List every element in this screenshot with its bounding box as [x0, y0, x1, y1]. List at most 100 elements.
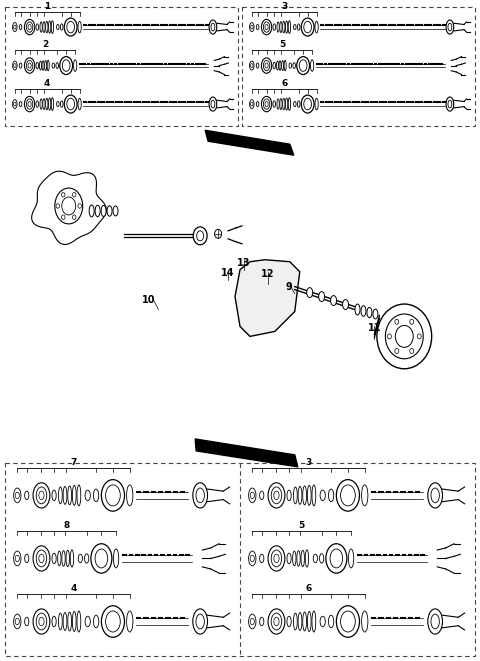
Ellipse shape	[77, 611, 81, 632]
Ellipse shape	[55, 188, 83, 224]
Ellipse shape	[282, 61, 284, 71]
Ellipse shape	[395, 319, 399, 325]
Ellipse shape	[249, 488, 256, 503]
Ellipse shape	[57, 24, 59, 30]
Ellipse shape	[36, 24, 38, 30]
Ellipse shape	[56, 204, 60, 208]
Ellipse shape	[256, 24, 259, 30]
Ellipse shape	[46, 21, 48, 33]
Ellipse shape	[66, 550, 70, 566]
Ellipse shape	[251, 63, 253, 67]
Ellipse shape	[13, 63, 16, 67]
Ellipse shape	[193, 483, 207, 508]
Ellipse shape	[47, 60, 49, 71]
Ellipse shape	[276, 61, 278, 70]
Ellipse shape	[312, 485, 316, 506]
Ellipse shape	[417, 334, 421, 339]
Ellipse shape	[19, 63, 22, 68]
Ellipse shape	[24, 617, 29, 626]
Ellipse shape	[284, 60, 286, 71]
Text: 2: 2	[42, 40, 48, 50]
Ellipse shape	[448, 100, 452, 108]
Ellipse shape	[52, 616, 56, 627]
Ellipse shape	[51, 98, 54, 110]
Ellipse shape	[85, 616, 90, 627]
Ellipse shape	[12, 61, 17, 70]
Ellipse shape	[197, 231, 204, 241]
Ellipse shape	[348, 549, 354, 568]
Ellipse shape	[19, 24, 22, 30]
Ellipse shape	[297, 551, 300, 566]
Ellipse shape	[113, 206, 118, 216]
Ellipse shape	[307, 611, 311, 631]
Ellipse shape	[289, 63, 291, 68]
Ellipse shape	[61, 215, 65, 219]
Ellipse shape	[40, 99, 42, 109]
Ellipse shape	[328, 615, 334, 628]
Ellipse shape	[283, 98, 285, 110]
Ellipse shape	[410, 348, 414, 354]
Ellipse shape	[273, 62, 276, 69]
Ellipse shape	[428, 483, 443, 508]
Ellipse shape	[78, 21, 81, 33]
Bar	[5, 463, 475, 656]
Text: 13: 13	[237, 258, 251, 268]
Ellipse shape	[336, 480, 360, 511]
Ellipse shape	[298, 24, 300, 30]
Ellipse shape	[250, 22, 254, 32]
Ellipse shape	[89, 205, 94, 217]
Ellipse shape	[315, 21, 318, 33]
Ellipse shape	[274, 617, 279, 626]
Ellipse shape	[265, 102, 268, 106]
Ellipse shape	[28, 24, 31, 30]
Ellipse shape	[13, 102, 16, 106]
Ellipse shape	[301, 18, 314, 36]
Ellipse shape	[211, 23, 215, 31]
Ellipse shape	[250, 618, 254, 625]
Ellipse shape	[64, 18, 77, 36]
Ellipse shape	[264, 99, 270, 109]
Ellipse shape	[330, 549, 343, 568]
Ellipse shape	[63, 613, 67, 631]
Ellipse shape	[24, 19, 35, 35]
Ellipse shape	[52, 490, 56, 500]
Ellipse shape	[260, 617, 264, 626]
Ellipse shape	[193, 227, 207, 245]
Ellipse shape	[28, 63, 31, 68]
Ellipse shape	[428, 609, 443, 634]
Ellipse shape	[410, 319, 414, 325]
Ellipse shape	[127, 611, 133, 632]
Ellipse shape	[274, 554, 279, 563]
Ellipse shape	[301, 95, 314, 113]
Ellipse shape	[303, 486, 307, 505]
Text: 14: 14	[221, 268, 235, 278]
Ellipse shape	[320, 490, 325, 500]
Ellipse shape	[59, 613, 62, 630]
Ellipse shape	[52, 63, 55, 68]
Ellipse shape	[315, 98, 318, 110]
Ellipse shape	[268, 609, 285, 634]
Ellipse shape	[209, 97, 217, 111]
Polygon shape	[205, 130, 294, 155]
Ellipse shape	[101, 605, 124, 637]
Text: 8: 8	[63, 521, 70, 530]
Ellipse shape	[78, 204, 82, 208]
Text: 6: 6	[281, 79, 288, 88]
Ellipse shape	[395, 348, 399, 354]
Ellipse shape	[106, 611, 120, 632]
Text: 12: 12	[261, 268, 275, 279]
Ellipse shape	[264, 60, 270, 71]
Ellipse shape	[26, 99, 33, 109]
Ellipse shape	[287, 553, 291, 564]
Ellipse shape	[260, 554, 264, 563]
Ellipse shape	[446, 20, 454, 34]
Text: 3: 3	[305, 458, 312, 467]
Ellipse shape	[304, 98, 312, 110]
Ellipse shape	[94, 615, 99, 628]
Ellipse shape	[303, 612, 307, 631]
Ellipse shape	[293, 613, 297, 630]
Ellipse shape	[211, 100, 215, 108]
Ellipse shape	[60, 57, 72, 75]
Ellipse shape	[45, 61, 47, 71]
Ellipse shape	[48, 21, 51, 33]
